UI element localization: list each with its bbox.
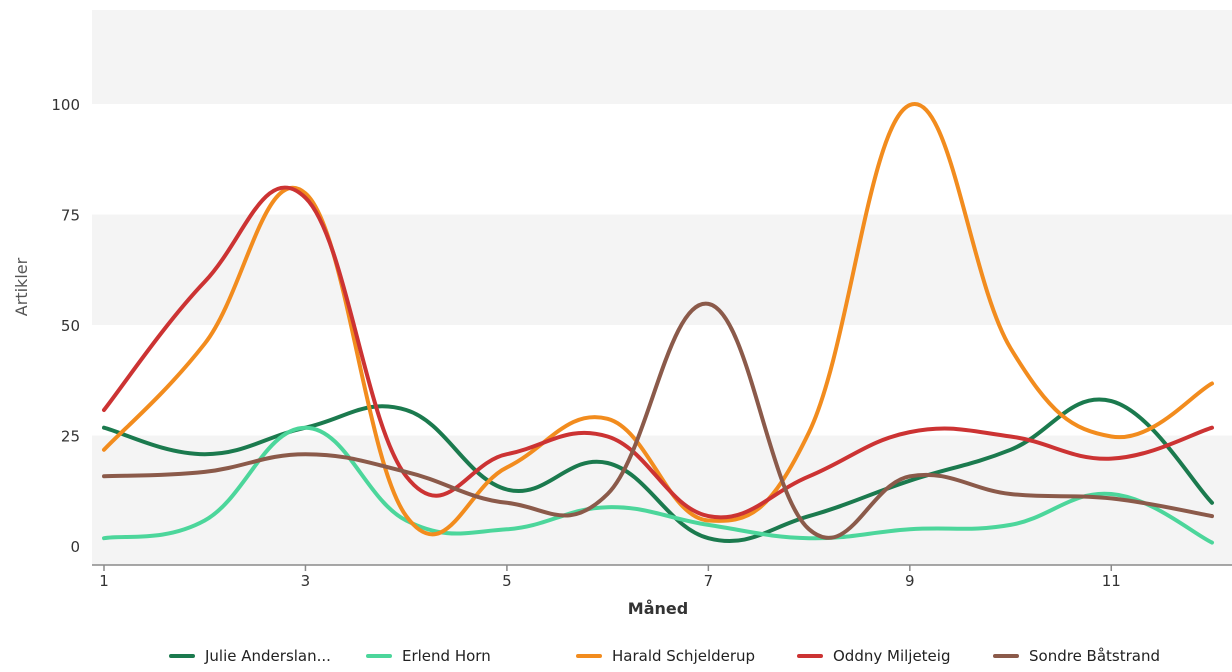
series-line-3[interactable] [102,102,1214,537]
legend-item[interactable]: Erlend Horn [366,647,491,665]
legend-item[interactable]: Sondre Båtstrand [993,647,1160,665]
x-axis-ticks: 1 3 5 7 9 11 [99,565,1121,590]
y-tick-label: 50 [61,317,80,335]
x-tick-label: 11 [1102,572,1121,590]
legend-label: Oddny Miljeteig [833,647,950,665]
series-lines [102,102,1214,545]
legend[interactable]: Julie Anderslan... Erlend Horn Harald Schj… [169,647,1160,665]
legend-label: Julie Anderslan... [204,647,331,665]
legend-label: Erlend Horn [402,647,491,665]
legend-item[interactable]: Harald Schjelderup [576,647,755,665]
x-tick-label: 9 [905,572,915,590]
x-tick-label: 3 [301,572,311,590]
legend-item[interactable]: Oddny Miljeteig [797,647,950,665]
x-tick-label: 5 [502,572,512,590]
y-axis-title: Artikler [12,257,31,316]
x-axis-title: Måned [628,599,688,618]
legend-label: Harald Schjelderup [612,647,755,665]
y-tick-label: 25 [61,428,80,446]
y-tick-label: 100 [51,96,80,114]
series-line-5[interactable] [102,301,1214,540]
x-tick-label: 7 [704,572,714,590]
y-axis-ticks: 0 25 50 75 100 [51,96,80,556]
y-tick-label: 0 [70,538,80,556]
y-tick-label: 75 [61,207,80,225]
series-line-4[interactable] [102,185,1214,520]
grid-bands [92,10,1232,565]
grid-band [92,214,1232,325]
legend-item[interactable]: Julie Anderslan... [169,647,331,665]
series-line-2[interactable] [102,425,1214,545]
legend-label: Sondre Båtstrand [1029,647,1160,665]
x-tick-label: 1 [99,572,109,590]
grid-band [92,10,1232,104]
